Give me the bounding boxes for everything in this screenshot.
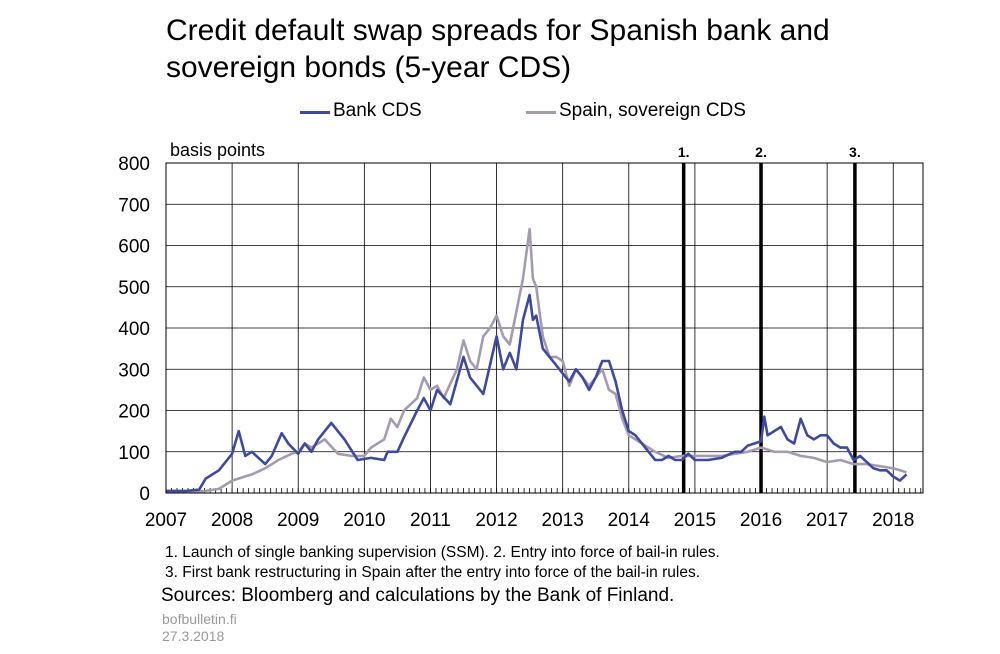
x-tick-label-10: 2017 bbox=[806, 510, 848, 531]
x-tick-label-5: 2012 bbox=[475, 510, 517, 531]
y-tick-label-1: 100 bbox=[118, 443, 150, 464]
minor-ticks bbox=[166, 488, 921, 493]
x-tick-label-0: 2007 bbox=[145, 510, 187, 531]
y-tick-label-6: 600 bbox=[118, 237, 150, 258]
date-text: 27.3.2018 bbox=[162, 628, 224, 644]
x-tick-label-3: 2010 bbox=[343, 510, 385, 531]
footnote-line2: 3. First bank restructuring in Spain aft… bbox=[165, 563, 720, 583]
event-label-1: 1. bbox=[678, 144, 690, 160]
y-tick-labels: 0 100 200 300 400 500 600 700 800 bbox=[118, 154, 150, 505]
footnote-line1: 1. Launch of single banking supervision … bbox=[165, 543, 720, 563]
x-tick-label-9: 2016 bbox=[740, 510, 782, 531]
x-tick-label-1: 2008 bbox=[211, 510, 253, 531]
series-line-sovereign-cds bbox=[166, 229, 907, 492]
grid bbox=[166, 163, 923, 493]
event-label-2: 2. bbox=[755, 144, 767, 160]
y-tick-label-4: 400 bbox=[118, 319, 150, 340]
y-tick-label-3: 300 bbox=[118, 360, 150, 381]
event-markers: 1. 2. 3. bbox=[678, 144, 861, 493]
series-lines bbox=[166, 229, 907, 492]
x-tick-label-4: 2011 bbox=[410, 510, 451, 531]
sources-text: Sources: Bloomberg and calculations by t… bbox=[161, 585, 674, 607]
x-tick-labels: 2007 2008 2009 2010 2011 2012 2013 2014 2015 2016… bbox=[145, 510, 915, 531]
x-tick-label-7: 2014 bbox=[608, 510, 651, 531]
y-axis-label: basis points bbox=[170, 140, 265, 160]
site-link[interactable]: bofbulletin.fi bbox=[162, 611, 237, 627]
event-label-3: 3. bbox=[849, 144, 861, 160]
y-tick-label-8: 800 bbox=[118, 154, 150, 175]
x-tick-label-8: 2015 bbox=[674, 510, 716, 531]
x-tick-label-2: 2009 bbox=[277, 510, 319, 531]
y-tick-label-7: 700 bbox=[118, 195, 150, 216]
x-tick-label-6: 2013 bbox=[542, 510, 584, 531]
footnotes: 1. Launch of single banking supervision … bbox=[165, 543, 720, 583]
y-tick-label-0: 0 bbox=[139, 484, 150, 505]
x-tick-label-11: 2018 bbox=[872, 510, 914, 531]
y-tick-label-5: 500 bbox=[118, 278, 150, 299]
y-tick-label-2: 200 bbox=[118, 402, 150, 423]
